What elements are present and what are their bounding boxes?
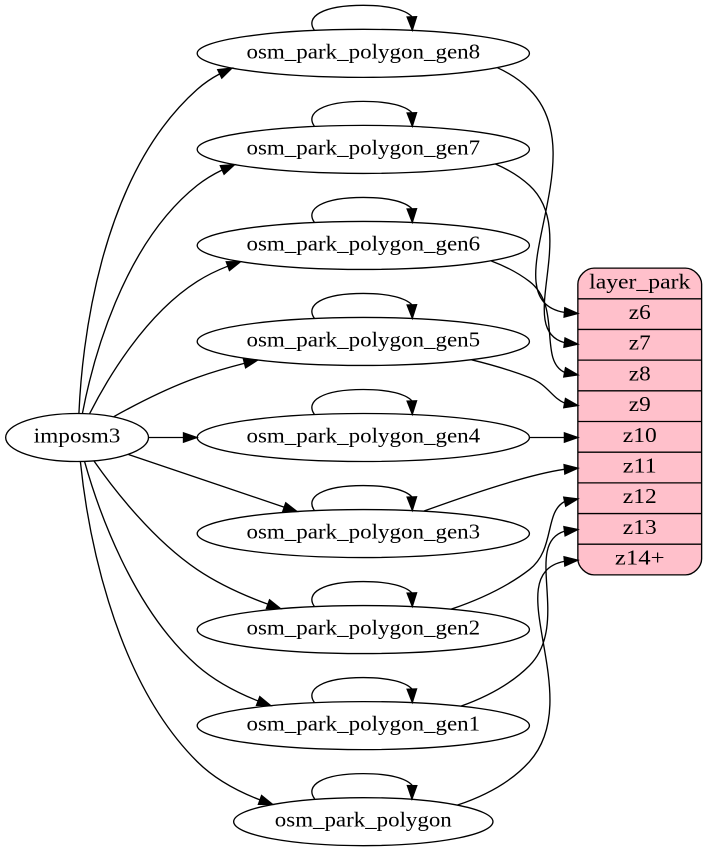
svg-text:z12: z12 <box>623 484 657 508</box>
svg-text:z6: z6 <box>629 300 651 324</box>
svg-text:osm_park_polygon_gen8: osm_park_polygon_gen8 <box>246 39 480 63</box>
svg-text:osm_park_polygon_gen4: osm_park_polygon_gen4 <box>246 424 480 448</box>
svg-text:osm_park_polygon_gen5: osm_park_polygon_gen5 <box>246 327 480 351</box>
svg-text:osm_park_polygon_gen1: osm_park_polygon_gen1 <box>246 712 480 736</box>
svg-text:z9: z9 <box>629 392 651 416</box>
svg-text:z11: z11 <box>623 454 657 478</box>
svg-text:z10: z10 <box>623 423 657 447</box>
svg-text:osm_park_polygon_gen3: osm_park_polygon_gen3 <box>246 520 480 544</box>
svg-text:osm_park_polygon_gen6: osm_park_polygon_gen6 <box>246 231 480 255</box>
svg-text:z14+: z14+ <box>615 546 665 570</box>
svg-text:imposm3: imposm3 <box>34 424 121 448</box>
svg-text:z8: z8 <box>629 361 651 385</box>
svg-text:z7: z7 <box>629 331 651 355</box>
svg-text:osm_park_polygon: osm_park_polygon <box>275 808 452 832</box>
svg-text:osm_park_polygon_gen2: osm_park_polygon_gen2 <box>246 616 480 640</box>
svg-text:osm_park_polygon_gen7: osm_park_polygon_gen7 <box>246 135 480 159</box>
svg-text:z13: z13 <box>623 515 657 539</box>
svg-text:layer_park: layer_park <box>589 269 691 293</box>
